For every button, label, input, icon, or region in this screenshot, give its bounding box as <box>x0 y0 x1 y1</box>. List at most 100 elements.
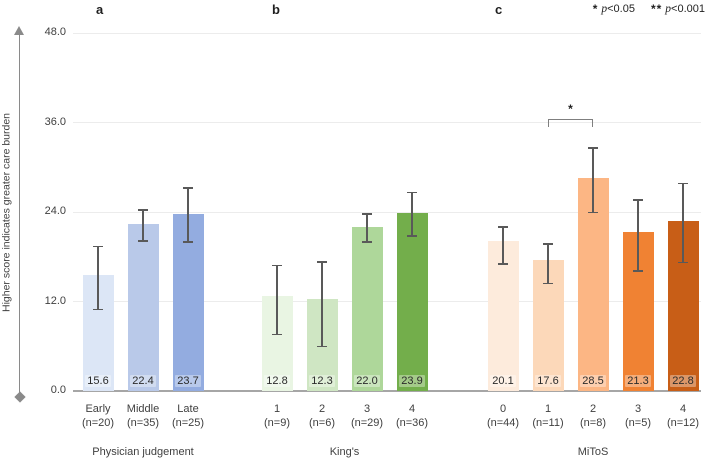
error-bar-cap-top <box>678 182 688 185</box>
error-bar-line <box>411 192 413 236</box>
x-category-label: 4 (n=36) <box>395 403 429 429</box>
bar-value-label: 28.5 <box>580 375 606 387</box>
error-bar-line <box>142 209 144 242</box>
panel-letter-c: c <box>495 2 503 17</box>
error-bar-line <box>187 188 189 242</box>
x-category-label: Middle (n=35) <box>126 403 160 429</box>
gridline <box>73 122 701 123</box>
panel-letter-b: b <box>272 2 280 17</box>
bar <box>172 214 204 391</box>
error-bar-cap-bottom <box>588 211 598 214</box>
bar <box>351 226 383 391</box>
significance-star: * <box>568 102 573 116</box>
error-bar-cap-bottom <box>498 263 508 265</box>
significance-bracket <box>548 119 593 120</box>
bar-value-label: 23.7 <box>175 375 201 387</box>
error-bar-cap-bottom <box>678 261 688 264</box>
error-bar-cap-bottom <box>633 270 643 272</box>
legend-threshold: <0.001 <box>671 3 705 15</box>
gridline <box>73 301 701 302</box>
error-bar-cap-top <box>498 226 508 228</box>
bar-value-label: 15.6 <box>85 375 111 387</box>
y-axis-title: Higher score indicates greater care burd… <box>0 112 13 312</box>
y-axis-tick-label: 24.0 <box>44 205 66 217</box>
y-axis-arrowhead-icon <box>14 26 24 35</box>
error-bar-line <box>366 214 368 242</box>
y-axis-tick-label: 12.0 <box>44 294 66 307</box>
x-category-label: 1 (n=9) <box>264 403 290 429</box>
error-bar-cap-top <box>317 261 327 263</box>
x-category-label: 3 (n=5) <box>625 403 651 429</box>
error-bar-cap-bottom <box>362 241 372 243</box>
x-category-label: 1 (n=11) <box>532 403 564 429</box>
bar-value-label: 12.3 <box>309 375 335 387</box>
bar-value-label: 22.4 <box>130 375 156 387</box>
error-bar-line <box>321 261 323 347</box>
x-category-label: 0 (n=44) <box>486 403 520 429</box>
error-bar-cap-top <box>183 187 193 189</box>
gridline <box>73 32 701 34</box>
legend-p-var: p <box>601 3 608 15</box>
x-category-label: 3 (n=29) <box>350 403 384 429</box>
group-label: King's <box>329 446 360 458</box>
error-bar-cap-top <box>588 147 598 149</box>
legend-threshold: <0.05 <box>607 3 635 15</box>
x-category-label: Early (n=20) <box>81 403 115 429</box>
error-bar-line <box>637 200 639 271</box>
bar-value-label: 22.8 <box>670 375 696 387</box>
x-category-label: 2 (n=6) <box>309 403 335 429</box>
significance-legend: * p<0.05 ** p<0.001 <box>592 2 705 17</box>
bar-value-label: 23.9 <box>399 375 425 387</box>
bar-value-label: 21.3 <box>625 375 651 387</box>
significance-bracket-right-tick <box>592 119 593 127</box>
error-bar-cap-top <box>272 264 282 267</box>
error-bar-cap-top <box>407 191 417 194</box>
x-category-label: 2 (n=8) <box>580 403 606 429</box>
asterisk-icon: * <box>592 2 599 16</box>
significance-bracket-left-tick <box>548 119 549 127</box>
error-bar-cap-bottom <box>272 333 282 336</box>
y-axis-tick-label: 48.0 <box>44 26 66 38</box>
error-bar-cap-top <box>543 243 553 245</box>
double-asterisk-icon: ** <box>650 2 663 16</box>
legend-item-p05: * p<0.05 <box>592 2 635 17</box>
error-bar-cap-bottom <box>138 240 148 242</box>
error-bar-cap-bottom <box>543 282 553 285</box>
y-axis-tick-label: 36.0 <box>44 115 66 128</box>
y-axis-tick-label: 0.0 <box>50 384 66 396</box>
y-axis-arrow-line <box>19 35 20 393</box>
error-bar-cap-bottom <box>183 241 193 243</box>
bar <box>127 223 159 391</box>
y-axis-diamond-icon <box>13 390 26 403</box>
error-bar-cap-top <box>362 213 372 215</box>
bar-value-label: 22.0 <box>354 375 380 387</box>
x-category-label: Late (n=25) <box>171 403 205 429</box>
bar <box>396 212 428 391</box>
error-bar-line <box>682 183 684 263</box>
x-category-label: 4 (n=12) <box>666 403 700 429</box>
error-bar-cap-bottom <box>317 345 327 347</box>
bar-value-label: 20.1 <box>490 375 516 387</box>
error-bar-cap-top <box>138 209 148 211</box>
bar-value-label: 12.8 <box>264 375 290 387</box>
gridline <box>73 211 701 213</box>
error-bar-line <box>276 265 278 335</box>
bar <box>487 241 519 391</box>
error-bar-cap-top <box>633 199 643 201</box>
error-bar-cap-bottom <box>407 235 417 237</box>
legend-p-var: p <box>665 3 672 15</box>
group-label: Physician judgement <box>92 446 194 458</box>
error-bar-line <box>592 147 594 213</box>
bar-value-label: 17.6 <box>535 375 561 387</box>
legend-item-p001: ** p<0.001 <box>650 2 705 17</box>
panel-letter-a: a <box>96 2 104 17</box>
error-bar-cap-bottom <box>93 308 103 311</box>
error-bar-line <box>547 244 549 284</box>
group-label: MiToS <box>577 446 609 458</box>
bar <box>577 178 609 391</box>
error-bar-cap-top <box>93 245 103 248</box>
error-bar-line <box>97 246 99 310</box>
x-axis-line <box>73 390 701 392</box>
error-bar-line <box>502 226 504 265</box>
